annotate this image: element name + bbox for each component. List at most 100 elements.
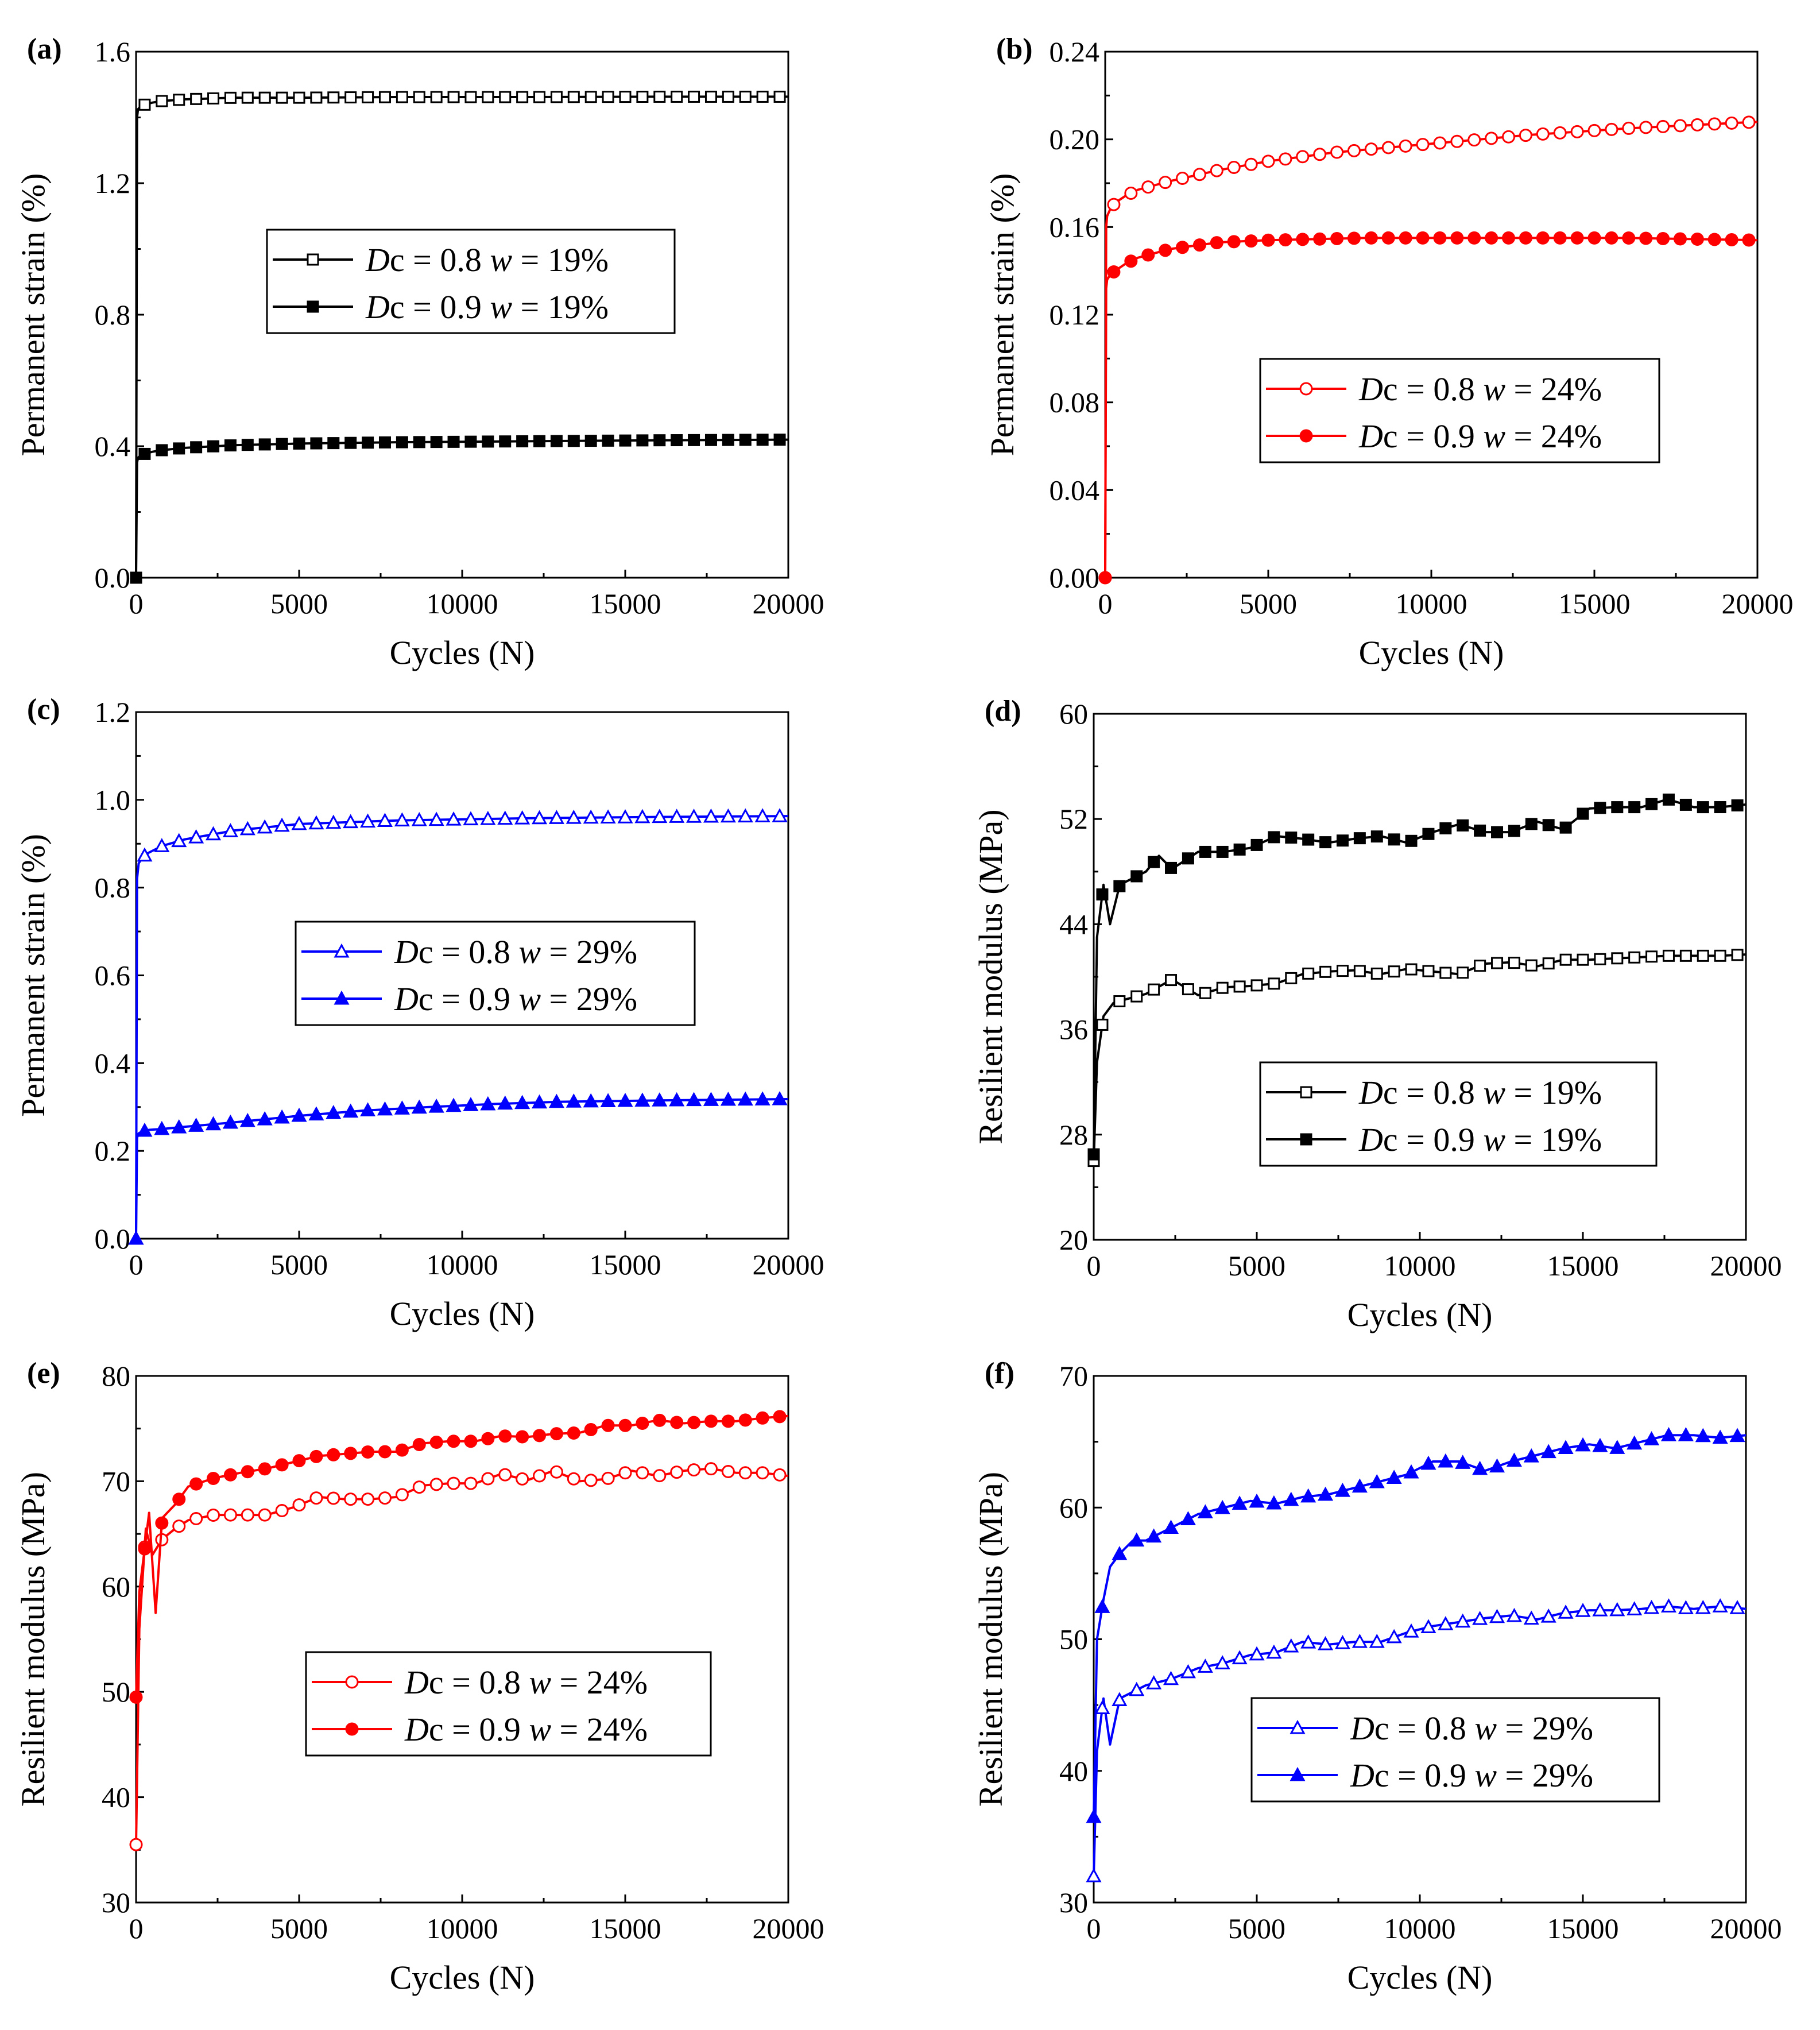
y-tick-label: 1.2: [95, 696, 131, 728]
data-point: [1472, 1611, 1488, 1625]
x-tick-label: 15000: [590, 1912, 661, 1944]
data-point: [687, 1416, 701, 1429]
data-point: [652, 1092, 668, 1107]
data-point: [276, 438, 288, 450]
data-point: [276, 91, 288, 104]
data-point: [1261, 233, 1275, 247]
data-point: [1438, 1453, 1454, 1468]
legend-marker: [1290, 1766, 1306, 1781]
x-axis-title: Cycles (N): [390, 1295, 535, 1332]
legend: Dc = 0.8 w = 24%Dc = 0.9 w = 24%: [305, 1651, 712, 1757]
y-tick-label: 0.8: [95, 299, 131, 331]
data-point: [1210, 236, 1223, 250]
data-point: [1525, 959, 1538, 972]
legend-label-part: D: [1358, 417, 1383, 455]
data-point: [1678, 1427, 1694, 1441]
series: [1086, 1427, 1747, 1823]
data-point: [600, 1093, 616, 1107]
legend-label-part: c = 0.8: [1374, 1710, 1474, 1747]
chart-panel: 0 5000 10000 15000 20000 0.0 0.2 0.4 0.6 0.8 1.0 1.…: [14, 693, 824, 1332]
data-point: [464, 1434, 478, 1448]
data-point: [584, 435, 597, 447]
legend-label-part: c = 0.9: [1383, 417, 1483, 455]
data-point: [669, 809, 685, 823]
data-point: [1334, 1483, 1351, 1497]
data-point: [480, 1096, 496, 1111]
data-point: [189, 1511, 203, 1525]
data-point: [1180, 1511, 1196, 1525]
data-point: [239, 1112, 255, 1127]
data-point: [531, 810, 548, 825]
legend: Dc = 0.8 w = 29%Dc = 0.9 w = 29%: [295, 921, 696, 1026]
data-point: [155, 1516, 169, 1530]
data-point: [1318, 1636, 1334, 1650]
data-point: [396, 436, 408, 448]
data-point: [1146, 1528, 1162, 1543]
legend-label-part: = 19%: [1505, 1121, 1602, 1158]
x-tick-label: 0: [1087, 1912, 1101, 1944]
legend: Dc = 0.8 w = 24%Dc = 0.9 w = 24%: [1259, 358, 1660, 463]
data-point: [584, 91, 597, 103]
data-point: [1266, 1644, 1282, 1659]
data-point: [1540, 1608, 1556, 1623]
data-point: [1096, 888, 1109, 901]
chart-panel: 0 5000 10000 15000 20000 30 40 50 60 70 Cycles (N)…: [972, 1357, 1782, 1996]
data-point: [533, 435, 546, 447]
data-point: [1742, 115, 1756, 129]
data-point: [1261, 154, 1275, 168]
data-point: [567, 1426, 580, 1440]
data-point: [636, 1416, 649, 1430]
data-point: [1420, 1455, 1436, 1470]
data-point: [1485, 231, 1498, 245]
data-point: [222, 823, 238, 837]
data-point: [1609, 1602, 1625, 1617]
data-point: [326, 1105, 342, 1119]
data-point: [1112, 1546, 1128, 1560]
data-point: [619, 91, 632, 103]
data-point: [497, 810, 513, 825]
legend-box: [1259, 1061, 1658, 1167]
data-point: [207, 92, 220, 105]
data-point: [1369, 1633, 1385, 1648]
data-point: [636, 91, 649, 103]
data-point: [1645, 798, 1658, 810]
data-point: [1508, 957, 1520, 969]
data-point: [1268, 977, 1280, 990]
data-point: [567, 91, 580, 103]
panel-label: (c): [27, 693, 60, 726]
panel-label: (a): [27, 33, 62, 65]
x-tick-label: 15000: [590, 1248, 661, 1281]
series: [1098, 115, 1758, 585]
data-point: [1491, 826, 1504, 838]
data-point: [738, 1413, 752, 1427]
data-point: [634, 1092, 650, 1107]
data-point: [1697, 801, 1709, 814]
data-point: [1112, 1692, 1128, 1706]
data-point: [1457, 819, 1469, 832]
data-point: [190, 441, 203, 454]
data-point: [1232, 1495, 1248, 1510]
legend-label-part: w: [1474, 1757, 1497, 1794]
data-point: [773, 1468, 787, 1482]
panel-label: (b): [996, 33, 1033, 65]
data-point: [567, 1472, 580, 1486]
legend-label-part: c = 0.9: [429, 1711, 529, 1748]
data-point: [636, 434, 649, 447]
y-tick-label: 50: [102, 1676, 130, 1708]
data-point: [1639, 121, 1653, 134]
legend-label-part: c = 0.8: [419, 933, 518, 970]
data-point: [326, 814, 342, 829]
x-tick-label: 10000: [1384, 1250, 1456, 1282]
data-point: [1381, 141, 1395, 154]
legend-label: Dc = 0.9 w = 29%: [394, 980, 637, 1018]
data-point: [1244, 157, 1258, 171]
data-point: [670, 1466, 684, 1479]
data-point: [1644, 1599, 1660, 1614]
data-point: [1467, 133, 1481, 147]
data-point: [1467, 231, 1481, 245]
data-point: [1146, 1675, 1162, 1689]
data-point: [137, 847, 153, 862]
data-point: [703, 808, 719, 823]
data-point: [1714, 949, 1726, 962]
data-point: [583, 1093, 599, 1108]
